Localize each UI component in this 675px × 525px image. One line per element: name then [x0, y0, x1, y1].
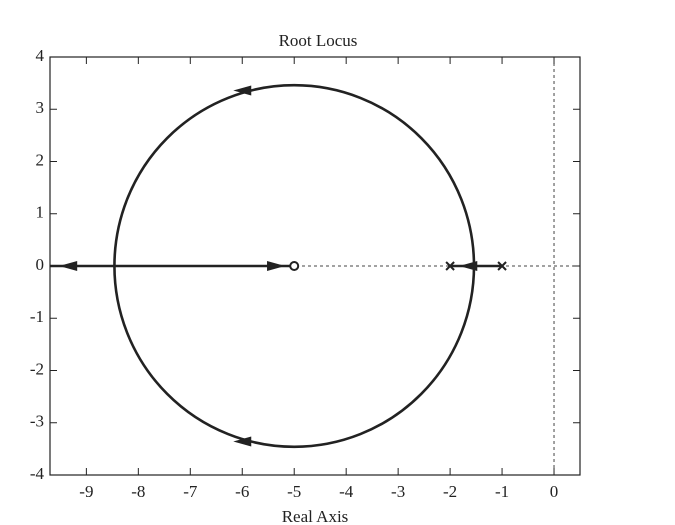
y-tick-label: -3 — [30, 412, 44, 431]
direction-arrow — [233, 436, 252, 447]
x-tick-label: -4 — [339, 482, 354, 501]
pole-stroke — [497, 261, 507, 271]
x-tick-label: 0 — [550, 482, 559, 501]
chart-title: Root Locus — [279, 31, 358, 50]
direction-arrow — [233, 85, 252, 96]
x-tick-label: -2 — [443, 482, 457, 501]
pole — [445, 261, 455, 271]
y-tick-label: -1 — [30, 307, 44, 326]
y-tick-label: -4 — [30, 464, 45, 483]
direction-arrow — [459, 261, 478, 271]
y-tick-label: -2 — [30, 359, 44, 378]
direction-arrow — [267, 261, 286, 271]
zero — [289, 261, 300, 271]
pole — [497, 261, 507, 271]
x-tick-label: -8 — [131, 482, 145, 501]
pole-stroke — [445, 261, 455, 271]
x-tick-label: -3 — [391, 482, 405, 501]
x-tick-label: -1 — [495, 482, 509, 501]
x-tick-label: -6 — [235, 482, 249, 501]
y-tick-label: 1 — [36, 203, 45, 222]
y-tick-label: 0 — [36, 255, 45, 274]
y-tick-label: 3 — [36, 98, 45, 117]
x-tick-label: -7 — [183, 482, 198, 501]
x-tick-label: -9 — [79, 482, 93, 501]
x-axis-label: Real Axis — [282, 507, 349, 525]
x-tick-label: -5 — [287, 482, 301, 501]
direction-arrow — [59, 261, 78, 271]
y-tick-label: 4 — [36, 46, 45, 65]
y-tick-label: 2 — [36, 150, 45, 169]
